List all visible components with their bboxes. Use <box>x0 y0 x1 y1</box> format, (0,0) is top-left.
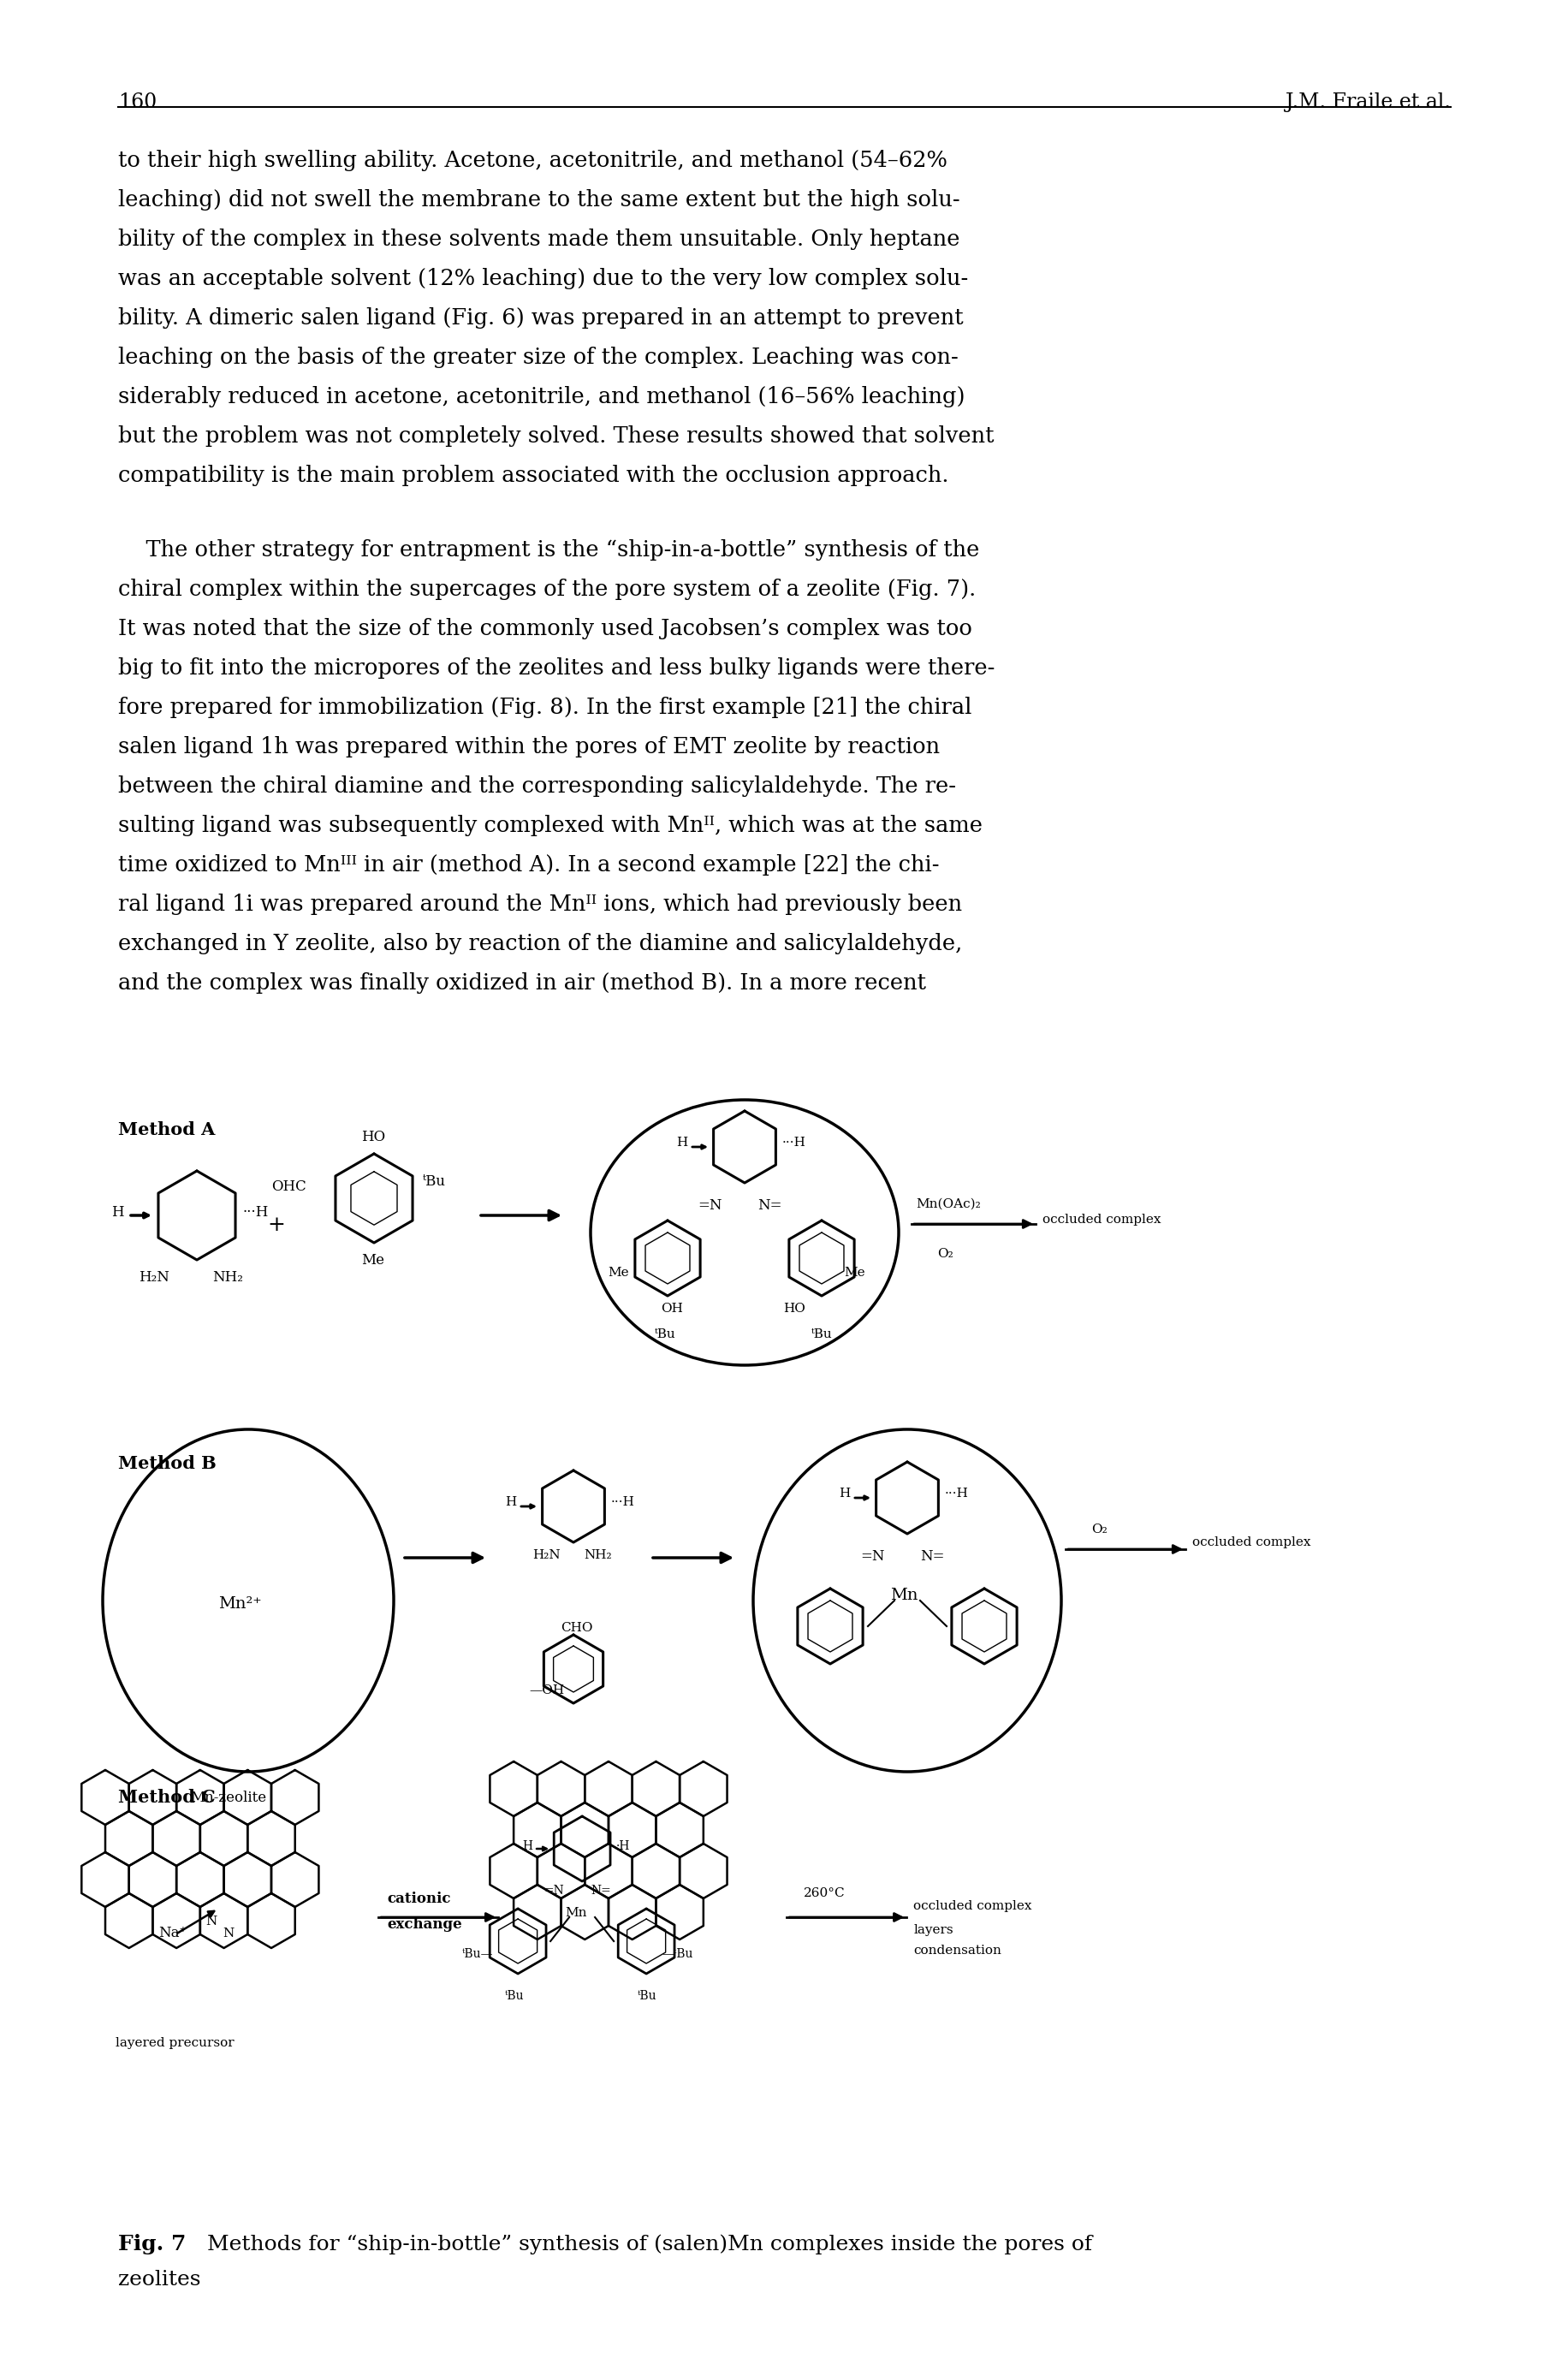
Text: Method B: Method B <box>118 1454 216 1473</box>
Text: H: H <box>522 1839 532 1853</box>
Text: exchanged in Y zeolite, also by reaction of the diamine and salicylaldehyde,: exchanged in Y zeolite, also by reaction… <box>118 934 961 955</box>
Text: ·H: ·H <box>616 1839 630 1853</box>
Text: 160: 160 <box>118 93 157 112</box>
Text: compatibility is the main problem associated with the occlusion approach.: compatibility is the main problem associ… <box>118 466 949 487</box>
Text: =N: =N <box>698 1198 721 1212</box>
Text: ᵗBu—: ᵗBu— <box>463 1948 494 1960</box>
Text: H: H <box>676 1136 687 1148</box>
Text: N=: N= <box>591 1884 610 1896</box>
Text: condensation: condensation <box>913 1944 1000 1955</box>
Text: layers: layers <box>913 1925 953 1936</box>
Text: time oxidized to Mnᴵᴵᴵ in air (method A). In a second example [22] the chi-: time oxidized to Mnᴵᴵᴵ in air (method A)… <box>118 855 939 877</box>
Text: ···H: ···H <box>944 1487 967 1499</box>
Text: —OH: —OH <box>528 1685 564 1696</box>
Text: and the complex was finally oxidized in air (method B). In a more recent: and the complex was finally oxidized in … <box>118 972 925 993</box>
Text: Method A: Method A <box>118 1121 215 1138</box>
Text: NH₂: NH₂ <box>583 1549 612 1561</box>
Text: chiral complex within the supercages of the pore system of a zeolite (Fig. 7).: chiral complex within the supercages of … <box>118 580 975 601</box>
Text: H: H <box>839 1487 850 1499</box>
Text: but the problem was not completely solved. These results showed that solvent: but the problem was not completely solve… <box>118 425 994 447</box>
Text: Me: Me <box>361 1252 384 1269</box>
Text: siderably reduced in acetone, acetonitrile, and methanol (16–56% leaching): siderably reduced in acetone, acetonitri… <box>118 385 964 406</box>
Text: O₂: O₂ <box>1091 1523 1107 1535</box>
Text: ral ligand 1i was prepared around the Mnᴵᴵ ions, which had previously been: ral ligand 1i was prepared around the Mn… <box>118 893 961 915</box>
Text: OHC: OHC <box>271 1178 306 1195</box>
Text: sulting ligand was subsequently complexed with Mnᴵᴵ, which was at the same: sulting ligand was subsequently complexe… <box>118 815 982 836</box>
Text: layered precursor: layered precursor <box>116 2036 234 2048</box>
Text: H: H <box>505 1497 516 1509</box>
Text: —ᵗBu: —ᵗBu <box>662 1948 693 1960</box>
Text: Mn-zeolite: Mn-zeolite <box>190 1792 267 1806</box>
Text: ···H: ···H <box>243 1205 270 1219</box>
Text: ᵗBu: ᵗBu <box>654 1328 676 1340</box>
Text: leaching) did not swell the membrane to the same extent but the high solu-: leaching) did not swell the membrane to … <box>118 190 960 211</box>
Text: NH₂: NH₂ <box>212 1271 243 1285</box>
Text: ᵗBu: ᵗBu <box>811 1328 833 1340</box>
Text: +: + <box>267 1217 285 1236</box>
Text: Me: Me <box>844 1266 864 1278</box>
Text: was an acceptable solvent (12% leaching) due to the very low complex solu-: was an acceptable solvent (12% leaching)… <box>118 268 967 290</box>
Text: Mn: Mn <box>889 1587 917 1604</box>
Text: Fig. 7: Fig. 7 <box>118 2233 187 2255</box>
Text: HO: HO <box>361 1131 386 1145</box>
Text: Me: Me <box>607 1266 629 1278</box>
Text: occluded complex: occluded complex <box>913 1901 1032 1913</box>
Text: N=: N= <box>757 1198 781 1212</box>
Text: H₂N: H₂N <box>138 1271 169 1285</box>
Text: Mn²⁺: Mn²⁺ <box>218 1597 262 1611</box>
Text: 260°C: 260°C <box>803 1887 845 1898</box>
Text: Na⁺: Na⁺ <box>158 1927 187 1941</box>
Text: occluded complex: occluded complex <box>1041 1214 1160 1226</box>
Text: bility. A dimeric salen ligand (Fig. 6) was prepared in an attempt to prevent: bility. A dimeric salen ligand (Fig. 6) … <box>118 307 963 328</box>
Text: occluded complex: occluded complex <box>1192 1537 1311 1549</box>
Text: exchange: exchange <box>387 1917 461 1932</box>
Text: Methods for “ship-in-bottle” synthesis of (salen)Mn complexes inside the pores o: Methods for “ship-in-bottle” synthesis o… <box>193 2233 1091 2255</box>
Text: N: N <box>205 1915 216 1927</box>
Text: leaching on the basis of the greater size of the complex. Leaching was con-: leaching on the basis of the greater siz… <box>118 347 958 368</box>
Text: HO: HO <box>782 1302 804 1314</box>
Text: Mn(OAc)₂: Mn(OAc)₂ <box>916 1198 980 1209</box>
Text: ···H: ···H <box>612 1497 635 1509</box>
Text: O₂: O₂ <box>936 1247 953 1259</box>
Text: =N: =N <box>543 1884 563 1896</box>
Text: between the chiral diamine and the corresponding salicylaldehyde. The re-: between the chiral diamine and the corre… <box>118 775 955 796</box>
Text: H₂N: H₂N <box>532 1549 560 1561</box>
Text: =N: =N <box>859 1549 884 1563</box>
Text: N=: N= <box>919 1549 944 1563</box>
Text: It was noted that the size of the commonly used Jacobsen’s complex was too: It was noted that the size of the common… <box>118 618 972 639</box>
Text: ᵗBu: ᵗBu <box>638 1991 657 2003</box>
Text: ···H: ···H <box>782 1136 806 1148</box>
Text: CHO: CHO <box>560 1623 593 1635</box>
Text: ᵗBu: ᵗBu <box>423 1174 445 1188</box>
Text: Method C: Method C <box>118 1789 215 1806</box>
Text: H: H <box>111 1205 124 1219</box>
Text: Mn: Mn <box>564 1908 586 1920</box>
Text: ᵗBu: ᵗBu <box>505 1991 524 2003</box>
Text: fore prepared for immobilization (Fig. 8). In the first example [21] the chiral: fore prepared for immobilization (Fig. 8… <box>118 696 971 718</box>
Text: bility of the complex in these solvents made them unsuitable. Only heptane: bility of the complex in these solvents … <box>118 228 960 249</box>
Text: big to fit into the micropores of the zeolites and less bulky ligands were there: big to fit into the micropores of the ze… <box>118 658 994 680</box>
Text: J.M. Fraile et al.: J.M. Fraile et al. <box>1284 93 1450 112</box>
Text: N: N <box>223 1927 234 1939</box>
Text: zeolites: zeolites <box>118 2269 201 2290</box>
Text: salen ligand 1h was prepared within the pores of EMT zeolite by reaction: salen ligand 1h was prepared within the … <box>118 737 939 758</box>
Text: cationic: cationic <box>387 1891 450 1906</box>
Text: to their high swelling ability. Acetone, acetonitrile, and methanol (54–62%: to their high swelling ability. Acetone,… <box>118 150 947 171</box>
Text: OH: OH <box>660 1302 682 1314</box>
Text: The other strategy for entrapment is the “ship-in-a-bottle” synthesis of the: The other strategy for entrapment is the… <box>118 539 978 561</box>
